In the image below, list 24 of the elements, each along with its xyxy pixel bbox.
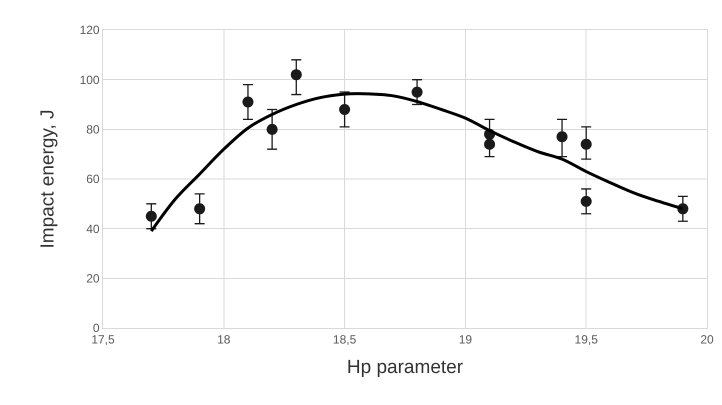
- point: [484, 138, 496, 150]
- x-tick-label: 18: [217, 332, 231, 346]
- y-tick-label: 40: [86, 222, 100, 236]
- y-axis-title: Impact energy, J: [37, 109, 58, 249]
- point: [412, 86, 423, 98]
- point: [556, 131, 568, 142]
- point: [146, 210, 157, 222]
- point: [580, 138, 592, 150]
- x-tick-label: 20: [700, 332, 714, 346]
- point: [194, 203, 206, 214]
- x-axis-title: Hp parameter: [346, 357, 464, 378]
- y-tick-label: 120: [80, 23, 100, 38]
- x-tick-label: 18,5: [332, 332, 357, 346]
- point: [339, 104, 350, 115]
- x-tick-label: 19: [458, 332, 472, 346]
- point: [290, 69, 302, 80]
- y-tick-label: 60: [86, 172, 100, 186]
- point: [242, 96, 254, 108]
- y-tick-label: 100: [80, 72, 100, 87]
- point: [580, 196, 592, 207]
- y-tick-label: 20: [86, 272, 100, 286]
- x-tick-label: 19,5: [574, 332, 598, 346]
- y-tick-label: 80: [86, 122, 100, 137]
- point: [266, 124, 278, 135]
